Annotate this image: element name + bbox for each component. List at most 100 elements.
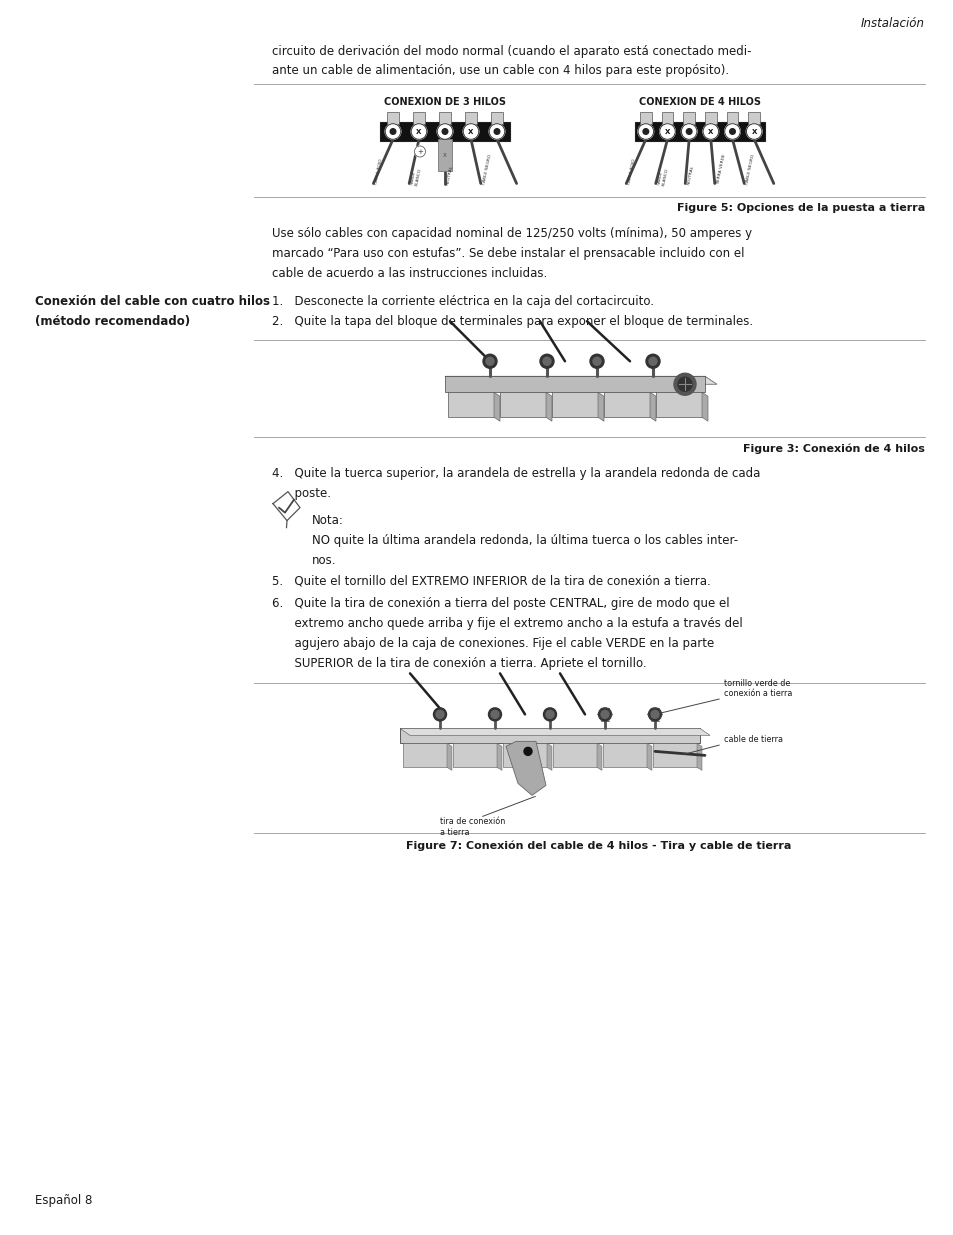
Text: Figure 3: Conexión de 4 hilos: Figure 3: Conexión de 4 hilos <box>742 443 924 453</box>
Circle shape <box>729 128 735 135</box>
Text: CONEXION DE 3 HILOS: CONEXION DE 3 HILOS <box>384 96 505 106</box>
FancyBboxPatch shape <box>661 111 673 124</box>
Polygon shape <box>656 393 701 417</box>
Circle shape <box>598 708 611 721</box>
Text: 4.   Quite la tuerca superior, la arandela de estrella y la arandela redonda de : 4. Quite la tuerca superior, la arandela… <box>272 467 760 480</box>
Circle shape <box>414 146 425 157</box>
FancyBboxPatch shape <box>726 111 738 124</box>
Polygon shape <box>444 377 704 393</box>
Text: X: X <box>416 128 421 135</box>
FancyBboxPatch shape <box>437 140 452 172</box>
Text: Figure 5: Opciones de la puesta a tierra: Figure 5: Opciones de la puesta a tierra <box>676 203 924 212</box>
Circle shape <box>385 124 400 140</box>
Text: X: X <box>751 128 756 135</box>
Circle shape <box>650 710 659 719</box>
Text: 5.   Quite el tornillo del EXTREMO INFERIOR de la tira de conexión a tierra.: 5. Quite el tornillo del EXTREMO INFERIO… <box>272 574 710 588</box>
Text: CABLE NEGRO: CABLE NEGRO <box>744 154 755 185</box>
Circle shape <box>642 128 648 135</box>
Circle shape <box>678 377 691 391</box>
Circle shape <box>638 124 653 140</box>
Text: CABLE
BLANCO: CABLE BLANCO <box>656 167 668 186</box>
FancyBboxPatch shape <box>704 111 716 124</box>
Text: cable de acuerdo a las instrucciones incluidas.: cable de acuerdo a las instrucciones inc… <box>272 267 547 280</box>
Circle shape <box>436 710 443 719</box>
Text: CABLE NEGRO: CABLE NEGRO <box>481 154 492 185</box>
Polygon shape <box>546 743 552 771</box>
Text: tira de conexión
a tierra: tira de conexión a tierra <box>439 818 505 837</box>
FancyBboxPatch shape <box>438 111 451 124</box>
Circle shape <box>543 708 556 721</box>
Polygon shape <box>603 393 649 417</box>
Circle shape <box>436 124 453 140</box>
Polygon shape <box>597 743 601 771</box>
Circle shape <box>494 128 499 135</box>
Text: poste.: poste. <box>272 488 331 500</box>
Text: +: + <box>416 148 422 154</box>
Circle shape <box>489 124 504 140</box>
Polygon shape <box>545 393 552 421</box>
Text: 1.   Desconecte la corriente eléctrica en la caja del cortacircuito.: 1. Desconecte la corriente eléctrica en … <box>272 295 654 308</box>
Text: X: X <box>468 128 474 135</box>
Polygon shape <box>399 729 700 743</box>
Text: CABLE ROJO: CABLE ROJO <box>626 158 636 185</box>
Text: TIERRA VERDE: TIERRA VERDE <box>715 153 725 185</box>
Circle shape <box>488 708 501 721</box>
FancyBboxPatch shape <box>379 122 510 141</box>
Polygon shape <box>444 377 717 384</box>
Circle shape <box>433 708 446 721</box>
Polygon shape <box>453 743 497 767</box>
Text: NEUTRAL: NEUTRAL <box>685 165 694 185</box>
Text: 2.   Quite la tapa del bloque de terminales para exponer el bloque de terminales: 2. Quite la tapa del bloque de terminale… <box>272 315 752 327</box>
Circle shape <box>600 710 608 719</box>
Polygon shape <box>494 393 499 421</box>
Text: Nota:: Nota: <box>312 514 343 526</box>
Circle shape <box>463 124 478 140</box>
Circle shape <box>442 128 447 135</box>
Polygon shape <box>598 393 603 421</box>
Text: Instalación: Instalación <box>861 17 924 30</box>
Text: 6.   Quite la tira de conexión a tierra del poste CENTRAL, gire de modo que el: 6. Quite la tira de conexión a tierra de… <box>272 597 729 610</box>
FancyBboxPatch shape <box>747 111 760 124</box>
Circle shape <box>485 357 494 366</box>
Circle shape <box>539 354 554 368</box>
Circle shape <box>745 124 761 140</box>
Circle shape <box>685 128 691 135</box>
Polygon shape <box>502 743 546 767</box>
Text: extremo ancho quede arriba y fije el extremo ancho a la estufa a través del: extremo ancho quede arriba y fije el ext… <box>272 616 742 630</box>
Circle shape <box>593 357 600 366</box>
FancyBboxPatch shape <box>635 122 764 141</box>
Text: CABLE
BLANCO: CABLE BLANCO <box>410 167 422 186</box>
Polygon shape <box>649 393 656 421</box>
Circle shape <box>724 124 740 140</box>
Circle shape <box>702 124 718 140</box>
Circle shape <box>390 128 395 135</box>
Polygon shape <box>399 729 709 735</box>
Circle shape <box>645 354 659 368</box>
FancyBboxPatch shape <box>682 111 694 124</box>
Polygon shape <box>553 743 597 767</box>
Polygon shape <box>497 743 501 771</box>
Circle shape <box>411 124 426 140</box>
FancyBboxPatch shape <box>387 111 398 124</box>
Circle shape <box>482 354 497 368</box>
Text: (método recomendado): (método recomendado) <box>35 315 190 327</box>
Circle shape <box>545 710 554 719</box>
Text: agujero abajo de la caja de conexiones. Fije el cable VERDE en la parte: agujero abajo de la caja de conexiones. … <box>272 637 714 650</box>
FancyBboxPatch shape <box>413 111 424 124</box>
Circle shape <box>680 124 697 140</box>
Circle shape <box>491 710 498 719</box>
Text: Figure 7: Conexión del cable de 4 hilos - Tira y cable de tierra: Figure 7: Conexión del cable de 4 hilos … <box>405 840 790 851</box>
Text: NEUTRAL: NEUTRAL <box>446 165 454 185</box>
Polygon shape <box>646 743 651 771</box>
Circle shape <box>659 124 675 140</box>
Circle shape <box>542 357 551 366</box>
Text: SUPERIOR de la tira de conexión a tierra. Apriete el tornillo.: SUPERIOR de la tira de conexión a tierra… <box>272 657 646 671</box>
Polygon shape <box>402 743 447 767</box>
Text: CABLE ROJO: CABLE ROJO <box>374 158 383 185</box>
Text: X: X <box>442 153 446 158</box>
Polygon shape <box>505 741 545 795</box>
Polygon shape <box>448 393 494 417</box>
Polygon shape <box>499 393 545 417</box>
Circle shape <box>523 747 532 756</box>
Text: X: X <box>707 128 713 135</box>
